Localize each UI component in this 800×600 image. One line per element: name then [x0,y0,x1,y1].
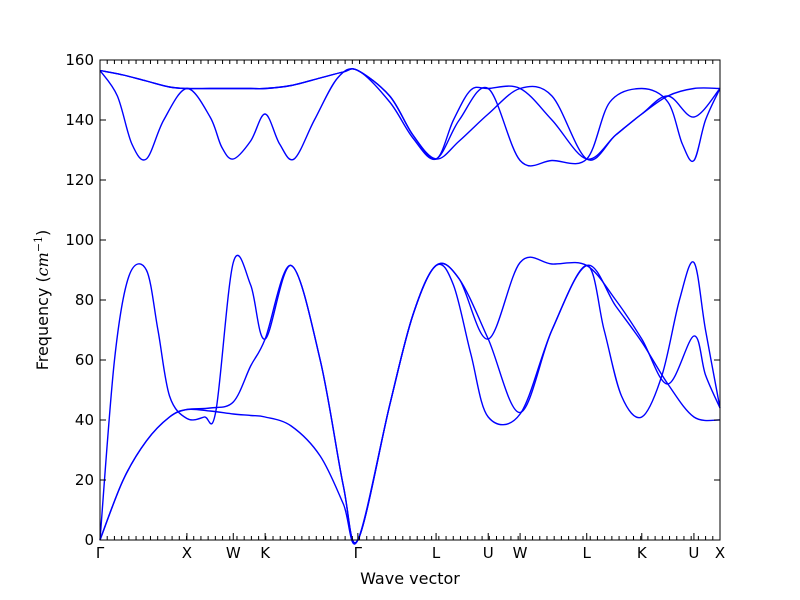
y-axis-label: Frequency (cm−1) [32,230,52,371]
band-3 [99,256,721,544]
y-tick-label: 0 [84,531,94,549]
x-tick-label: X [715,544,725,562]
y-axis-ticks: 0 20 40 60 80 100 120 140 160 [65,51,720,549]
band-4 [99,68,721,161]
y-tick-label: 40 [75,411,94,429]
plot-frame [99,59,721,541]
band-2 [99,254,721,544]
x-tick-label: K [637,544,648,562]
x-tick-label: Γ [96,544,105,562]
x-tick-label: L [583,544,592,562]
x-tick-label: U [483,544,494,562]
y-axis-label-superscript: −1 [32,236,45,252]
y-tick-label: 60 [75,351,94,369]
y-tick-label: 160 [65,51,94,69]
x-tick-label: X [182,544,192,562]
band-1 [99,262,721,545]
x-tick-label: W [513,544,528,562]
x-tick-label: Γ [354,544,363,562]
x-tick-label: W [226,544,241,562]
band-5 [99,68,721,167]
x-tick-label: U [688,544,699,562]
y-axis-label-suffix: ) [33,230,52,236]
y-tick-label: 120 [65,171,94,189]
x-axis-label: Wave vector [360,569,460,588]
band-lines [99,68,721,545]
x-tick-label: L [432,544,441,562]
y-tick-label: 80 [75,291,94,309]
y-tick-label: 100 [65,231,94,249]
y-axis-label-prefix: Frequency ( [33,276,52,370]
y-axis-label-math: cm [33,252,52,276]
x-tick-label: K [260,544,271,562]
band-6 [99,68,721,160]
y-tick-label: 20 [75,471,94,489]
y-tick-label: 140 [65,111,94,129]
